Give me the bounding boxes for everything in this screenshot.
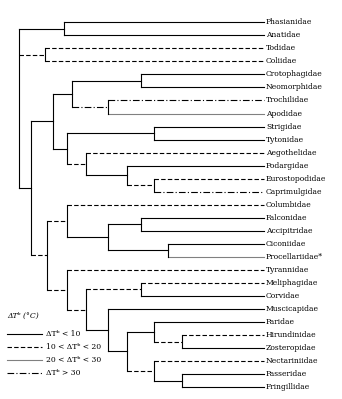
Text: Podargidae: Podargidae [266, 162, 309, 170]
Text: ΔTᵇ (°C): ΔTᵇ (°C) [7, 311, 39, 319]
Text: Nectariniidae: Nectariniidae [266, 357, 318, 365]
Text: Eurostopodidae: Eurostopodidae [266, 175, 326, 183]
Text: Corvidae: Corvidae [266, 292, 300, 300]
Text: Paridae: Paridae [266, 318, 295, 326]
Text: Hirundinidae: Hirundinidae [266, 331, 317, 339]
Text: 20 < ΔTᵇ < 30: 20 < ΔTᵇ < 30 [46, 356, 101, 364]
Text: Ciconiidae: Ciconiidae [266, 240, 306, 248]
Text: Columbidae: Columbidae [266, 201, 312, 209]
Text: Zosteropidae: Zosteropidae [266, 344, 316, 352]
Text: 10 < ΔTᵇ < 20: 10 < ΔTᵇ < 20 [46, 343, 101, 351]
Text: Meliphagidae: Meliphagidae [266, 279, 318, 287]
Text: ΔTᵇ > 30: ΔTᵇ > 30 [46, 369, 80, 377]
Text: Anatidae: Anatidae [266, 32, 300, 40]
Text: Crotophagidae: Crotophagidae [266, 71, 323, 79]
Text: ΔTᵇ < 10: ΔTᵇ < 10 [46, 330, 80, 338]
Text: Fringillidae: Fringillidae [266, 383, 310, 391]
Text: Tytonidae: Tytonidae [266, 136, 304, 144]
Text: Passeridae: Passeridae [266, 370, 307, 378]
Text: Tyrannidae: Tyrannidae [266, 266, 309, 274]
Text: Apodidae: Apodidae [266, 109, 302, 118]
Text: Coliidae: Coliidae [266, 57, 297, 65]
Text: Todidae: Todidae [266, 44, 296, 52]
Text: Strigidae: Strigidae [266, 122, 301, 130]
Text: Procellariidae*: Procellariidae* [266, 253, 323, 261]
Text: Phasianidae: Phasianidae [266, 18, 312, 26]
Text: Caprimulgidae: Caprimulgidae [266, 188, 323, 196]
Text: Muscicapidae: Muscicapidae [266, 305, 319, 313]
Text: Trochilidae: Trochilidae [266, 97, 309, 105]
Text: Neomorphidae: Neomorphidae [266, 83, 323, 91]
Text: Accipitridae: Accipitridae [266, 227, 313, 235]
Text: Falconidae: Falconidae [266, 214, 307, 222]
Text: Aegothelidae: Aegothelidae [266, 148, 316, 156]
